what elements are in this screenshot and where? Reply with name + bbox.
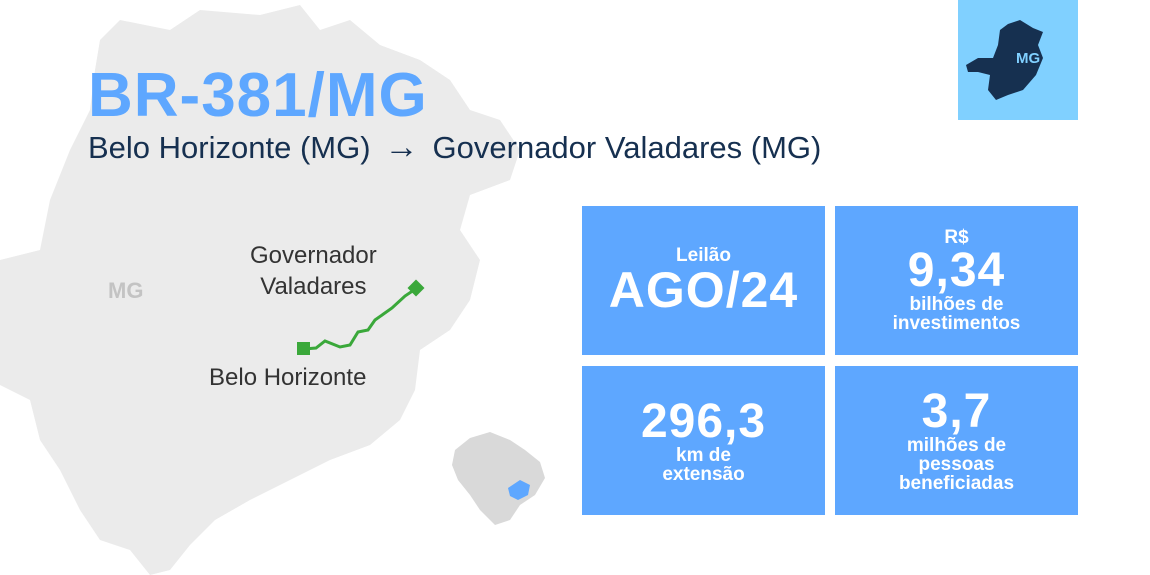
city-label-governador-valadares: Governador Valadares: [250, 240, 377, 302]
state-shape: [0, 5, 520, 575]
arrow-right-icon: →: [384, 128, 419, 166]
card-extension: 296,3 km de extensão: [582, 366, 825, 515]
destination: Governador Valadares (MG): [432, 129, 822, 165]
brazil-mg-highlight: [508, 480, 530, 500]
card-top: R$: [944, 227, 969, 248]
card-text: milhões de: [906, 435, 1007, 456]
route-line: [303, 286, 418, 351]
card-investment: R$ 9,34 bilhões de investimentos: [835, 206, 1078, 355]
city-label-line: Valadares: [260, 273, 367, 300]
origin: Belo Horizonte (MG): [88, 129, 371, 165]
card-text: km de: [676, 444, 731, 466]
card-value: 9,34: [907, 244, 1006, 297]
route-subtitle: Belo Horizonte (MG) → Governador Valadar…: [88, 128, 821, 167]
city-label-belo-horizonte: Belo Horizonte: [209, 364, 367, 391]
card-text: pessoas: [918, 454, 995, 475]
card-value: AGO/24: [608, 262, 799, 318]
card-text: bilhões de: [909, 294, 1004, 315]
end-marker: [407, 279, 425, 297]
card-value: 296,3: [640, 394, 767, 448]
card-text: investimentos: [892, 313, 1021, 334]
map-state-label: MG: [108, 278, 144, 303]
mg-state-icon: [966, 20, 1043, 100]
city-label-line: Governador: [250, 242, 377, 269]
page-title: BR-381/MG: [88, 61, 428, 130]
card-beneficiaries: 3,7 milhões de pessoas beneficiadas: [835, 366, 1078, 515]
brazil-map-icon: [452, 432, 545, 525]
card-top: Leilão: [676, 245, 731, 266]
state-badge: [958, 0, 1078, 120]
badge-label: MG: [1016, 50, 1041, 67]
card-text: beneficiadas: [898, 473, 1015, 494]
card-auction-date: Leilão AGO/24: [582, 206, 825, 355]
start-marker: [297, 342, 310, 355]
card-text: extensão: [662, 463, 745, 485]
card-value: 3,7: [921, 385, 992, 438]
